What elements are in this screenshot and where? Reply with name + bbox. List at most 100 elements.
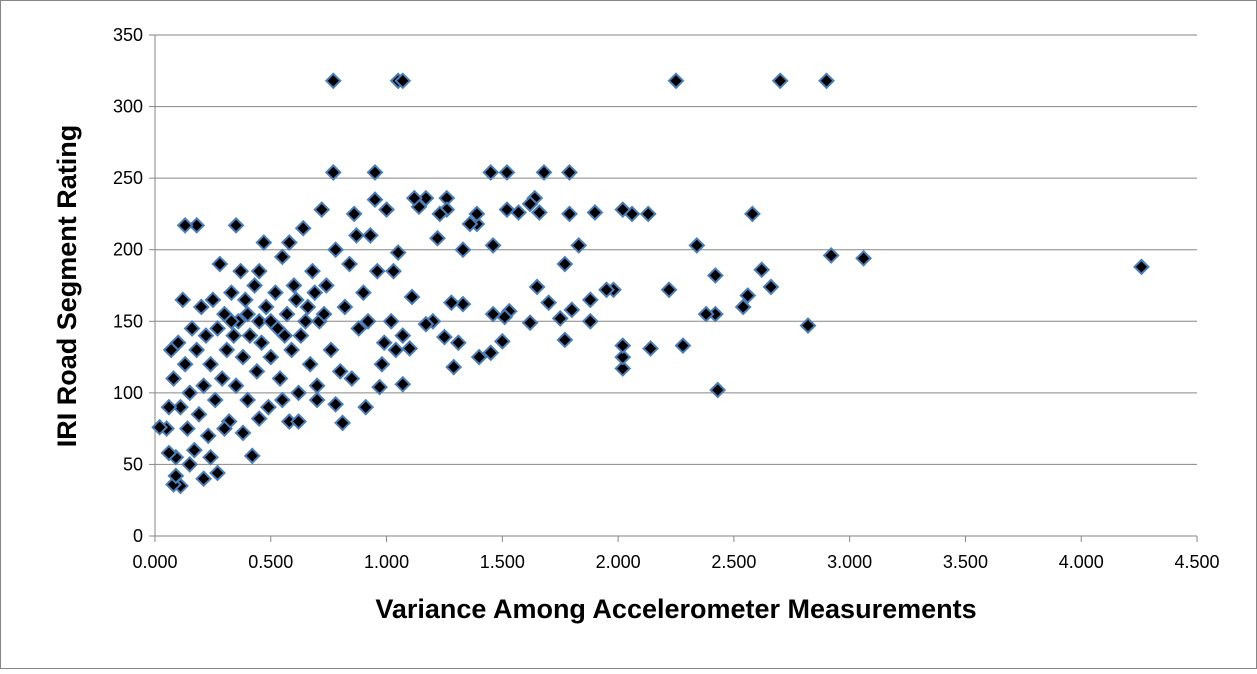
point xyxy=(174,291,192,309)
point xyxy=(734,298,752,316)
point xyxy=(324,72,342,90)
x-tick-label: 0.500 xyxy=(248,552,293,572)
point xyxy=(551,310,569,327)
point xyxy=(248,362,266,380)
point xyxy=(322,341,340,359)
point xyxy=(818,72,835,90)
point xyxy=(292,327,310,345)
point xyxy=(674,337,692,355)
point xyxy=(278,305,296,323)
y-tick-label: 350 xyxy=(113,25,143,45)
point xyxy=(350,320,368,337)
point xyxy=(354,284,372,302)
point xyxy=(287,291,305,309)
x-tick-label: 1.500 xyxy=(480,552,525,572)
point xyxy=(709,381,727,399)
point xyxy=(271,370,289,387)
point xyxy=(394,327,412,345)
point xyxy=(218,341,236,359)
point xyxy=(308,377,326,395)
point xyxy=(561,205,578,223)
point xyxy=(181,456,199,473)
point xyxy=(373,355,391,373)
point xyxy=(530,204,548,221)
point xyxy=(753,261,771,279)
point xyxy=(276,327,294,345)
point xyxy=(290,384,307,402)
point xyxy=(394,72,412,90)
point xyxy=(855,249,872,267)
point xyxy=(327,395,345,413)
point xyxy=(561,164,578,181)
point xyxy=(260,398,277,416)
point xyxy=(586,204,604,221)
point xyxy=(570,237,588,254)
point xyxy=(493,332,511,350)
point xyxy=(389,244,407,261)
point xyxy=(498,201,516,219)
point xyxy=(301,355,319,373)
point xyxy=(285,277,303,294)
y-tick-label: 50 xyxy=(123,454,143,474)
point xyxy=(197,327,215,345)
point xyxy=(165,370,182,387)
point xyxy=(401,340,419,357)
point xyxy=(222,284,240,302)
point xyxy=(429,229,446,247)
point xyxy=(667,72,685,90)
point xyxy=(257,298,275,316)
x-tick-label: 0.000 xyxy=(132,552,177,572)
point xyxy=(563,301,581,319)
point xyxy=(598,281,615,299)
point xyxy=(614,348,632,366)
point xyxy=(250,312,268,330)
point xyxy=(334,414,351,432)
point xyxy=(297,312,314,330)
point xyxy=(162,341,180,359)
point xyxy=(253,334,270,352)
point xyxy=(556,331,574,349)
point xyxy=(375,334,393,352)
point xyxy=(461,215,479,233)
point xyxy=(417,189,435,207)
point xyxy=(266,284,284,302)
point xyxy=(482,164,500,181)
point xyxy=(172,398,189,416)
point xyxy=(255,234,273,251)
point xyxy=(706,267,724,284)
point xyxy=(199,427,217,445)
point xyxy=(771,72,789,90)
point xyxy=(378,201,395,219)
y-tick-label: 0 xyxy=(133,526,143,546)
point xyxy=(387,341,405,359)
point xyxy=(436,328,453,346)
point xyxy=(250,262,268,280)
point xyxy=(211,255,229,273)
x-tick-label: 3.000 xyxy=(827,552,872,572)
point xyxy=(385,262,402,280)
point xyxy=(639,205,657,223)
point xyxy=(273,391,291,409)
point xyxy=(250,410,268,428)
point xyxy=(498,164,516,181)
point xyxy=(403,288,421,306)
point xyxy=(273,248,291,266)
point xyxy=(202,448,219,466)
point xyxy=(306,284,324,302)
y-tick-label: 150 xyxy=(113,311,143,331)
point xyxy=(290,413,307,430)
point xyxy=(366,164,384,181)
point xyxy=(188,341,206,359)
point xyxy=(799,317,817,334)
point xyxy=(343,370,361,387)
point xyxy=(216,420,233,438)
x-tick-label: 2.500 xyxy=(711,552,756,572)
point xyxy=(442,294,460,312)
point xyxy=(371,378,389,396)
point xyxy=(234,424,252,442)
point xyxy=(236,291,254,309)
point xyxy=(470,348,488,366)
point xyxy=(151,418,169,436)
point xyxy=(183,320,201,337)
point xyxy=(405,189,423,207)
